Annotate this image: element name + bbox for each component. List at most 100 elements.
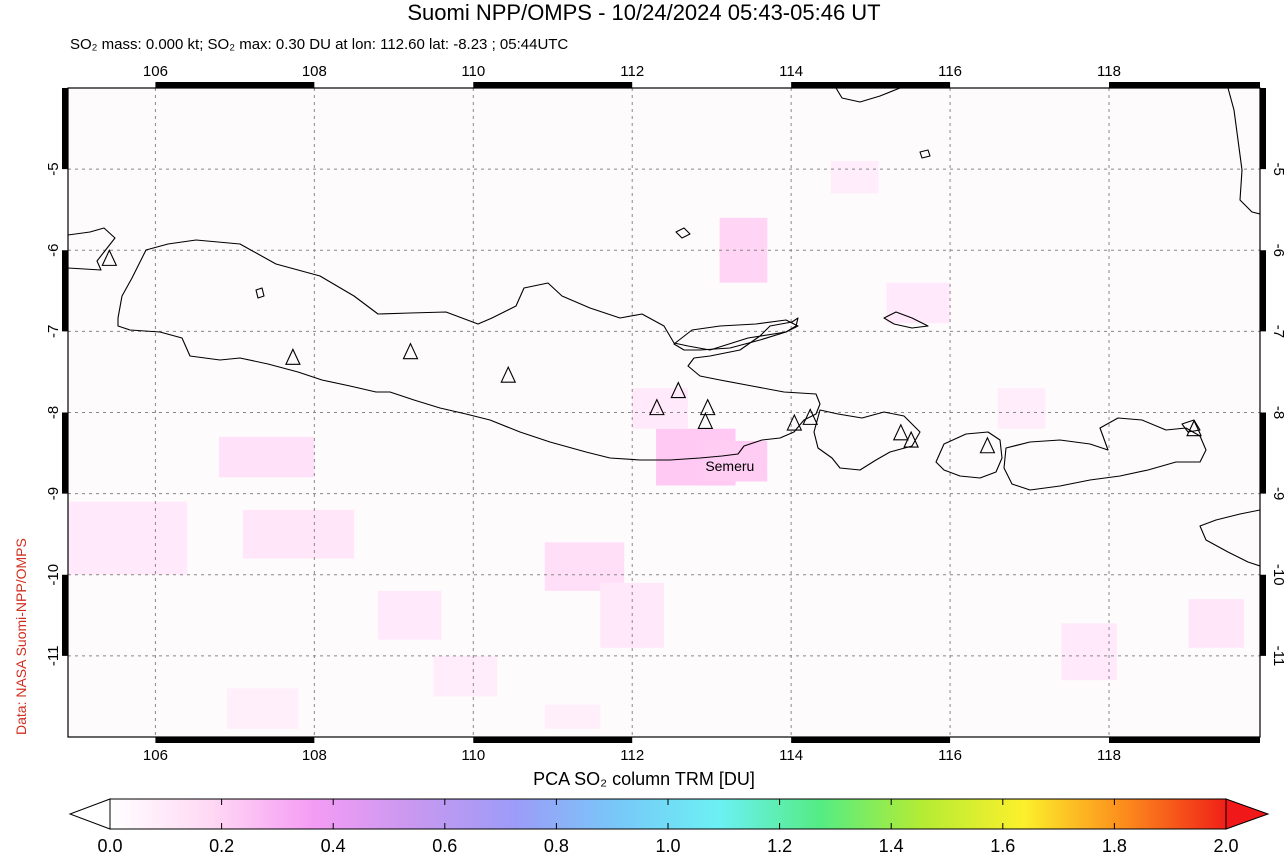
frame-bar-right [1260,412,1266,494]
lon-label-bottom: 114 [779,747,803,764]
lombok-coast [935,431,1003,479]
colorbar-label: 1.4 [878,836,904,856]
madura-coast [673,319,799,351]
volcano-icon [786,413,803,431]
sumba-coast [1199,509,1260,567]
kangean-islands [883,311,929,329]
so2-cell-16 [226,688,299,729]
lon-label-top: 118 [1097,63,1121,80]
coastlines [68,88,1260,567]
frame-bar-bottom [791,737,951,743]
so2-cell-7 [377,590,442,640]
colorbar-label: 0.0 [97,836,123,856]
lat-label-right: -8 [1270,406,1287,419]
so2-layer [68,161,1245,729]
so2-cell-5 [242,509,355,559]
colorbar-label: 0.6 [432,836,458,856]
java-coast [117,239,821,461]
lon-label-bottom: 106 [143,747,168,764]
volcano-icon [979,436,996,454]
lon-label-top: 116 [938,63,962,80]
lon-label-top: 110 [461,63,485,80]
colorbar [68,798,1270,830]
volcano-icon [670,381,687,399]
lon-label-bottom: 116 [938,747,962,764]
frame-bar-left [62,88,68,170]
frame-bar-right [1260,250,1266,332]
sumatra-coast [68,227,116,271]
lon-label-bottom: 112 [620,747,644,764]
volcano-icon [1186,419,1202,437]
islet-b [919,149,931,159]
volcano-icon [892,423,909,441]
frame-bar-left [62,412,68,494]
kalimantan-coast [835,88,901,103]
bali-coast [813,409,921,471]
so2-cell-13 [830,161,879,194]
lat-label-right: -7 [1270,325,1287,338]
graticule [68,88,1260,737]
lat-label-left: -6 [45,244,62,257]
lat-label-left: -10 [45,564,62,586]
volcano-icon [101,249,118,266]
lon-label-top: 106 [143,63,168,80]
colorbar-label: 1.2 [767,836,793,856]
so2-cell-17 [544,704,601,729]
lat-label-right: -6 [1270,244,1287,257]
sulawesi-coast [1227,88,1260,215]
volcano-icon [697,412,714,429]
volcano-icon [802,408,819,425]
colorbar-label: 0.2 [209,836,235,856]
frame-bar-left [62,250,68,332]
frame-bar-right [1260,574,1266,656]
volcano-label-semeru: Semeru [705,458,754,474]
lat-label-right: -10 [1270,564,1287,586]
colorbar-over-arrow [1225,798,1270,830]
frame-bar-top [473,82,633,88]
volcano-icon [500,365,517,383]
volcano-icon [648,398,665,416]
so2-cell-11 [1188,599,1245,648]
lat-label-left: -9 [45,487,62,500]
colorbar-label: 1.8 [1101,836,1127,856]
so2-cell-8 [68,501,188,575]
so2-cell-15 [433,655,498,697]
so2-summary: SO₂ mass: 0.000 kt; SO₂ max: 0.30 DU at … [70,36,569,53]
lat-label-right: -9 [1270,487,1287,500]
lon-label-top: 108 [302,63,327,80]
volcano-icon [699,398,716,416]
so2-cell-10 [886,282,951,324]
lon-label-top: 112 [620,63,644,80]
frame-bar-bottom [473,737,633,743]
lon-label-bottom: 118 [1097,747,1121,764]
colorbar-label: 0.8 [543,836,569,856]
colorbar-ticks [221,799,1115,829]
colorbar-label: 0.4 [320,836,346,856]
frame-bar-right [1260,88,1266,170]
lat-label-left: -5 [45,162,62,175]
lon-label-bottom: 110 [461,747,485,764]
islet-c [1181,419,1201,433]
lat-label-right: -11 [1270,646,1287,667]
colorbar-label: 1.6 [990,836,1016,856]
axis-tick-labels: 106 106 108 108 110 110 112 112 114 114 116 116 118 1… [45,63,1287,764]
so2-cell-12 [1061,623,1117,681]
frame-bar-bottom [1109,737,1260,743]
lat-label-right: -5 [1270,162,1287,175]
frame-bar-top [155,82,315,88]
lon-label-bottom: 108 [302,747,327,764]
page-title: Suomi NPP/OMPS - 10/24/2024 05:43-05:46 … [407,0,881,25]
frame-bar-bottom [155,737,315,743]
lat-label-left: -7 [45,325,62,338]
volcano-markers [101,249,1202,454]
lat-label-left: -8 [45,406,62,419]
lon-label-top: 114 [779,63,803,80]
bawean-island [675,227,691,239]
so2-cell-14 [997,388,1046,429]
lat-label-left: -11 [45,646,62,667]
so2-map: Semeru 106 106 108 108 110 110 112 112 114 114 116… [45,63,1287,764]
frame-bar-top [791,82,951,88]
frame-bar-left [62,574,68,656]
volcano-icon [903,430,920,448]
map-frame [62,82,1266,743]
